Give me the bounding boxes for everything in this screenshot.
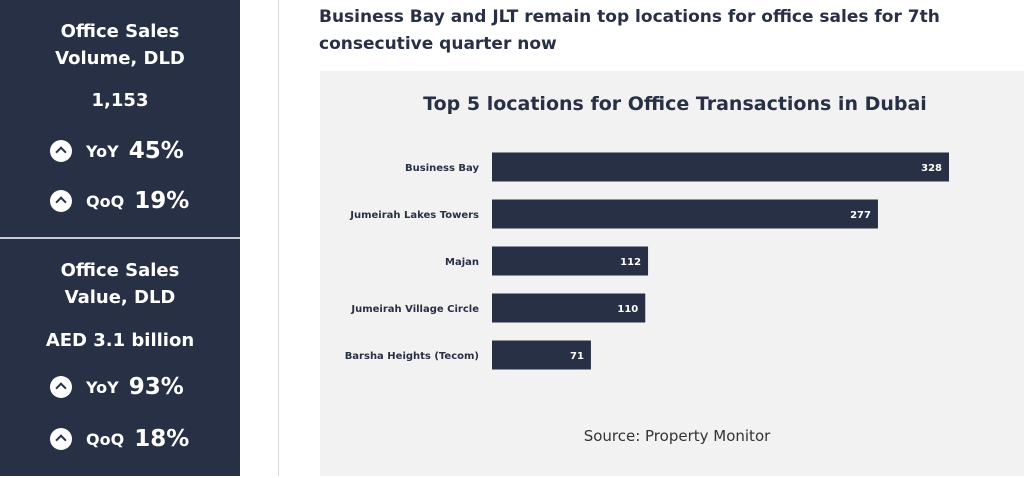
data-label: 110 <box>617 304 638 315</box>
stats-panel: Office Sales Volume, DLD 1,153 YoY 45% Q… <box>0 0 240 476</box>
value-stat-card: Office Sales Value, DLD AED 3.1 billion … <box>0 239 240 476</box>
data-label: 277 <box>850 210 871 221</box>
panel-divider <box>0 237 240 239</box>
qoq-value: 18% <box>134 426 190 452</box>
qoq-label: QoQ <box>86 429 125 449</box>
data-label: 71 <box>570 351 584 362</box>
yoy-label: YoY <box>86 141 119 161</box>
chevron-up-circle-icon <box>50 190 72 212</box>
stat-title-line2: Volume, DLD <box>55 48 185 69</box>
bar <box>492 152 949 182</box>
qoq-label: QoQ <box>86 191 125 211</box>
chevron-up-circle-icon <box>50 428 72 450</box>
stat-title-line2: Value, DLD <box>64 287 176 308</box>
headline: Business Bay and JLT remain top location… <box>319 4 999 58</box>
bar <box>492 246 649 276</box>
bars-group: Business Bay 328 Jumeirah Lakes Towers 277 M… <box>345 152 949 370</box>
volume-stat-card: Office Sales Volume, DLD 1,153 YoY 45% Q… <box>0 0 240 237</box>
qoq-value: 19% <box>134 188 190 214</box>
chart-panel: Top 5 locations for Office Transactions … <box>320 71 1024 476</box>
category-label: Jumeirah Lakes Towers <box>349 210 479 221</box>
category-label: Jumeirah Village Circle <box>350 304 479 315</box>
chart-title: Top 5 locations for Office Transactions … <box>423 93 927 115</box>
headline-line1: Business Bay and JLT remain top location… <box>319 7 940 27</box>
section-divider <box>278 0 279 476</box>
yoy-label: YoY <box>86 377 119 397</box>
category-label: Barsha Heights (Tecom) <box>345 351 479 362</box>
bar <box>492 293 646 323</box>
category-label: Business Bay <box>405 163 479 174</box>
stat-value: 1,153 <box>91 90 149 111</box>
bar-chart: Top 5 locations for Office Transactions … <box>345 93 949 445</box>
yoy-change-row: YoY 45% <box>50 136 184 166</box>
yoy-value: 93% <box>128 374 184 400</box>
stat-title-line1: Office Sales <box>60 260 180 281</box>
bar <box>492 199 878 229</box>
stat-title-line1: Office Sales <box>60 21 180 42</box>
yoy-change-row: YoY 93% <box>50 372 184 402</box>
headline-line2: consecutive quarter now <box>319 34 557 54</box>
chart-source: Source: Property Monitor <box>584 427 771 445</box>
chevron-up-circle-icon <box>50 140 72 162</box>
data-label: 328 <box>921 163 942 174</box>
stat-value: AED 3.1 billion <box>45 330 195 351</box>
bar <box>492 340 591 370</box>
qoq-change-row: QoQ 18% <box>50 424 189 454</box>
yoy-value: 45% <box>128 138 184 164</box>
data-label: 112 <box>620 257 641 268</box>
chevron-up-circle-icon <box>50 376 72 398</box>
category-label: Majan <box>445 257 479 268</box>
qoq-change-row: QoQ 19% <box>50 186 189 216</box>
